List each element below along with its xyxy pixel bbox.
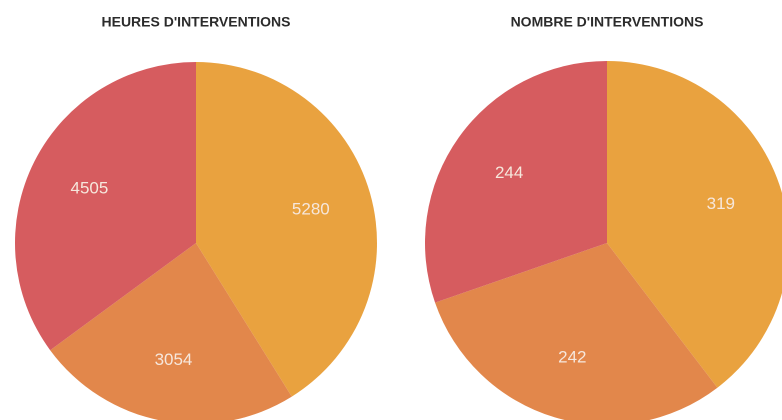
slice-label: 3054 <box>155 350 193 369</box>
pie-slice <box>607 61 782 388</box>
slice-label: 319 <box>707 194 735 213</box>
chart-title: NOMBRE D'INTERVENTIONS <box>511 14 704 30</box>
pie-slice <box>425 61 607 303</box>
slice-label: 5280 <box>292 200 330 219</box>
pie-slice <box>50 243 292 420</box>
chart-title: HEURES D'INTERVENTIONS <box>102 14 291 30</box>
pie-slice <box>196 62 377 397</box>
slice-label: 4505 <box>70 179 108 198</box>
pie-slice <box>15 62 196 351</box>
slice-label: 242 <box>558 347 586 366</box>
slice-label: 244 <box>495 163 523 182</box>
pie-slice <box>435 243 718 420</box>
